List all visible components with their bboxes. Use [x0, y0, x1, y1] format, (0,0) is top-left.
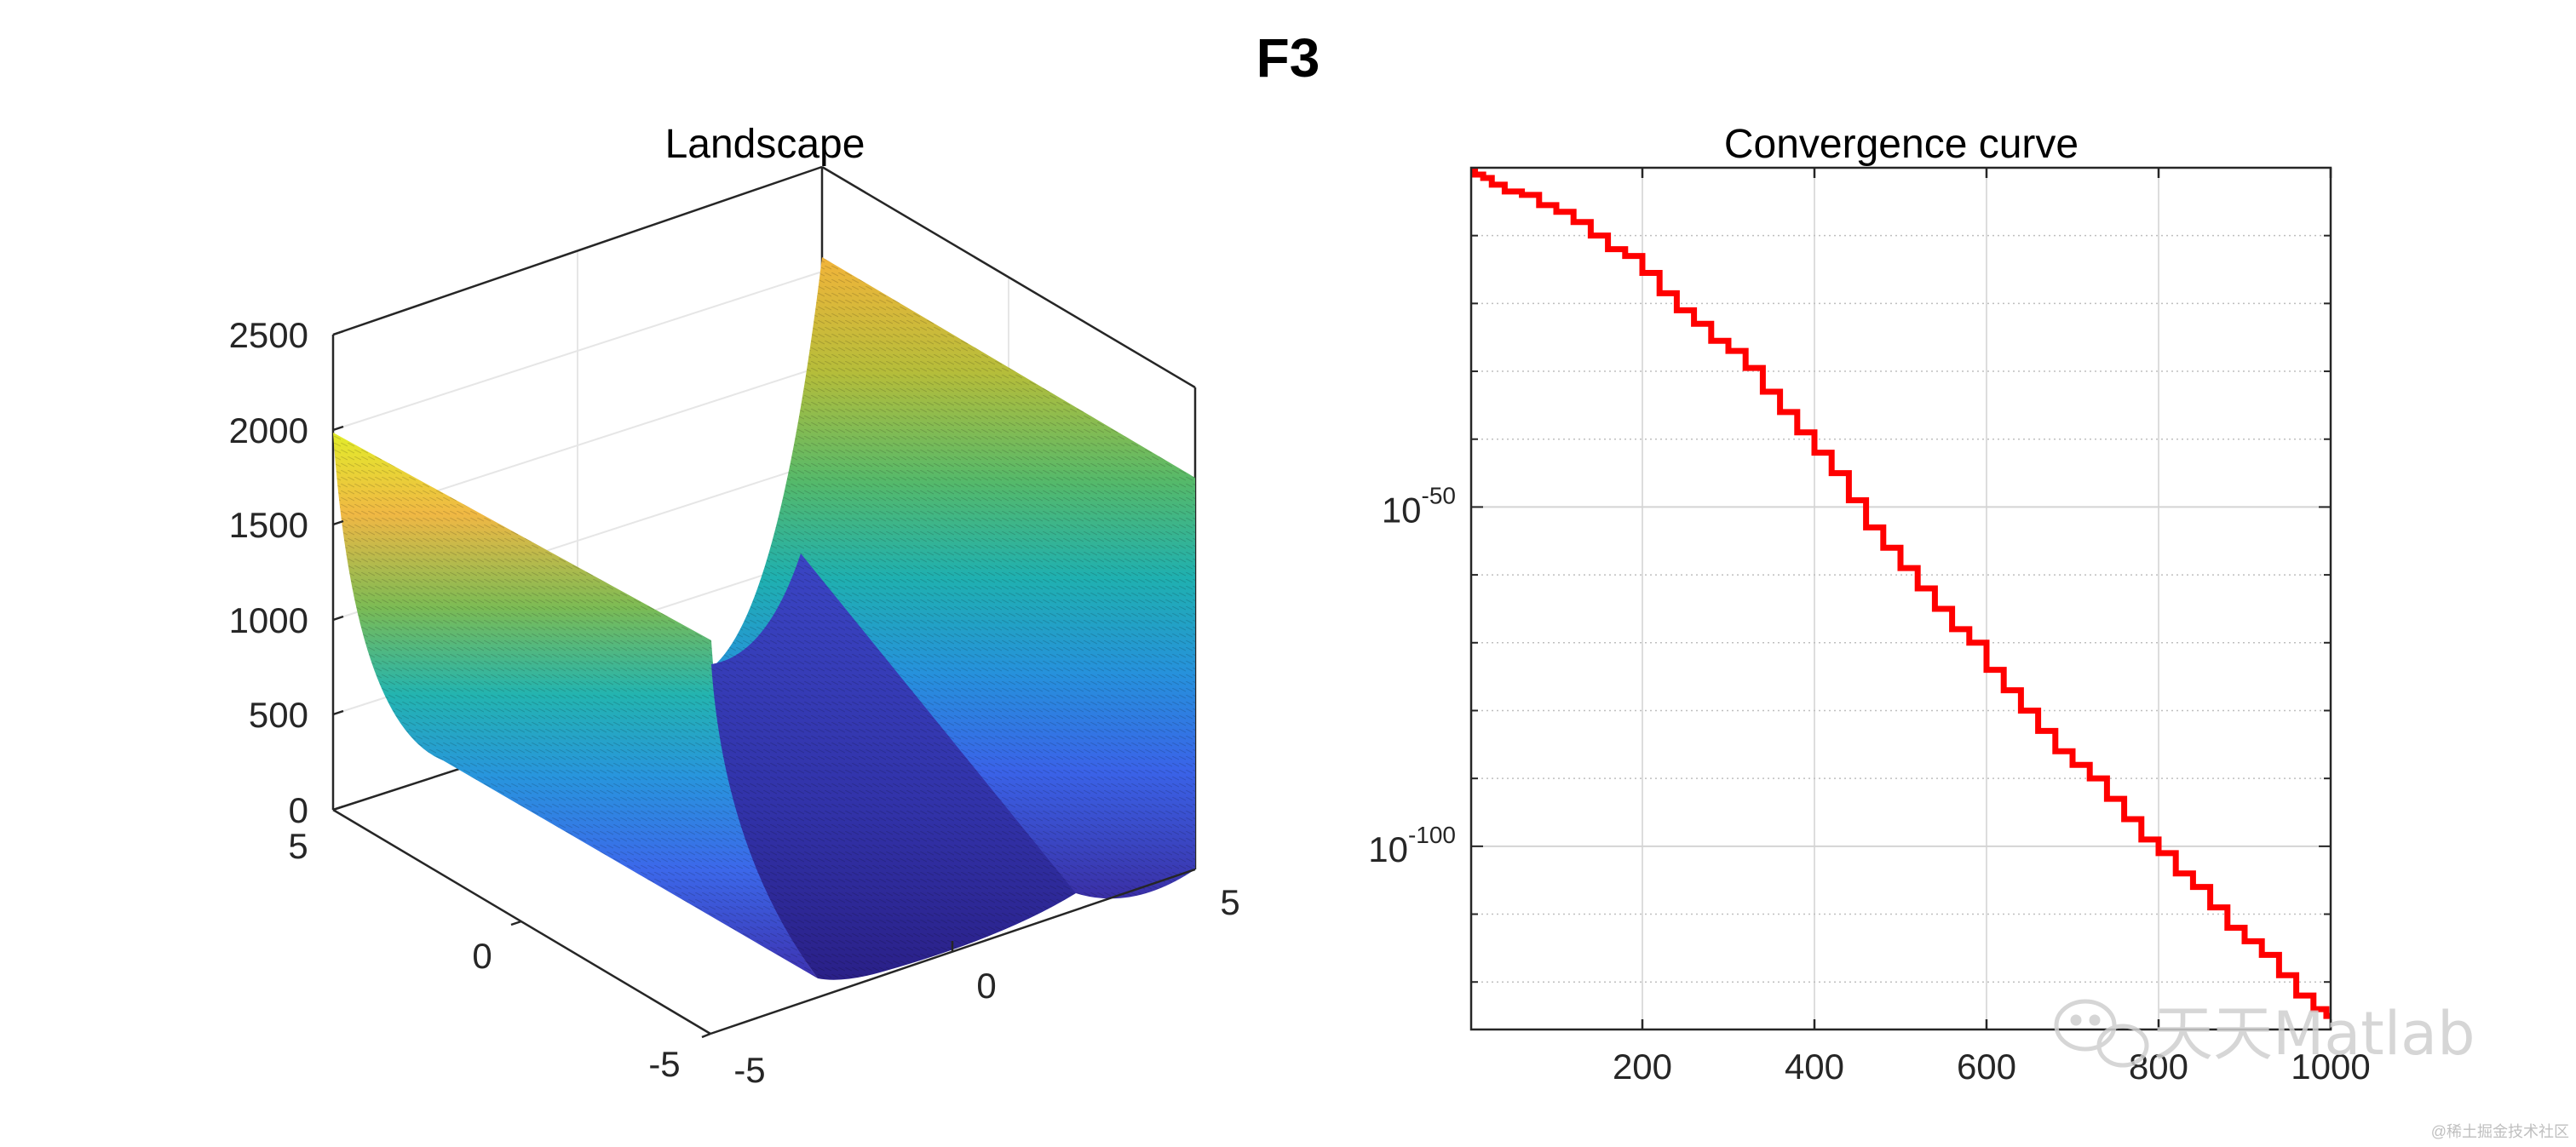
x-tick-label: 5: [1220, 882, 1239, 922]
z-tick-label: 500: [249, 695, 308, 735]
convergence-title: Convergence curve: [1724, 122, 2079, 167]
y-tick-label: 10-100: [1368, 822, 1456, 869]
convergence-start-point: [1471, 168, 1476, 173]
x-tick-label: 200: [1613, 1047, 1672, 1087]
z-tick-label: 2500: [229, 315, 308, 355]
y-tick-label: -5: [648, 1044, 680, 1084]
z-tick-label: 0: [289, 790, 308, 830]
x-tick-label: 1000: [2291, 1047, 2370, 1087]
x-tick-label: -5: [733, 1050, 765, 1090]
y-tick-label: 10-50: [1382, 482, 1456, 530]
landscape-title: Landscape: [665, 122, 865, 167]
convergence-axes: Convergence curve 200 400 600 800 1000 10-50…: [1368, 122, 2370, 1087]
convergence-line: [1471, 168, 2331, 1019]
landscape-y-ticks: 5 0 -5: [288, 826, 680, 1084]
convergence-plot-area: [1471, 168, 2331, 1029]
landscape-x-ticks: -5 0 5: [733, 882, 1239, 1090]
watermark: 天天Matlab @稀土掘金技术社区: [2054, 999, 2569, 1140]
x-tick-label: 0: [976, 966, 996, 1006]
y-tick-label: 0: [472, 936, 492, 976]
axes-tick-marks: [332, 330, 954, 1039]
z-tick-label: 2000: [229, 410, 308, 450]
convergence-frame: [1469, 166, 2332, 1031]
surface-trough-front-mesh: [711, 553, 1076, 980]
x-tick-label: 600: [1957, 1047, 2016, 1087]
z-tick-label: 1000: [229, 600, 308, 640]
z-tick-label: 1500: [229, 505, 308, 545]
wechat-icon: [2054, 999, 2149, 1068]
landscape-surface: [333, 257, 1195, 980]
convergence-x-ticks: 200 400 600 800 1000: [1613, 168, 2371, 1087]
y-tick-label: 5: [288, 826, 308, 866]
x-tick-label: 800: [2129, 1047, 2188, 1087]
x-tick-label: 400: [1785, 1047, 1844, 1087]
landscape-axes: Landscape: [229, 122, 1240, 1090]
convergence-series: [1471, 168, 2331, 1019]
watermark-text: 天天Matlab: [2153, 999, 2475, 1069]
surface-left-wall-mesh: [333, 433, 818, 978]
convergence-y-ticks: 10-50 10-100: [1368, 234, 2331, 984]
figure-title: F3: [1256, 27, 1320, 89]
watermark-credit: @稀土掘金技术社区: [2431, 1123, 2569, 1140]
convergence-grid: [1471, 168, 2332, 1029]
landscape-z-ticks: 0 500 1000 1500 2000 2500: [229, 315, 308, 830]
